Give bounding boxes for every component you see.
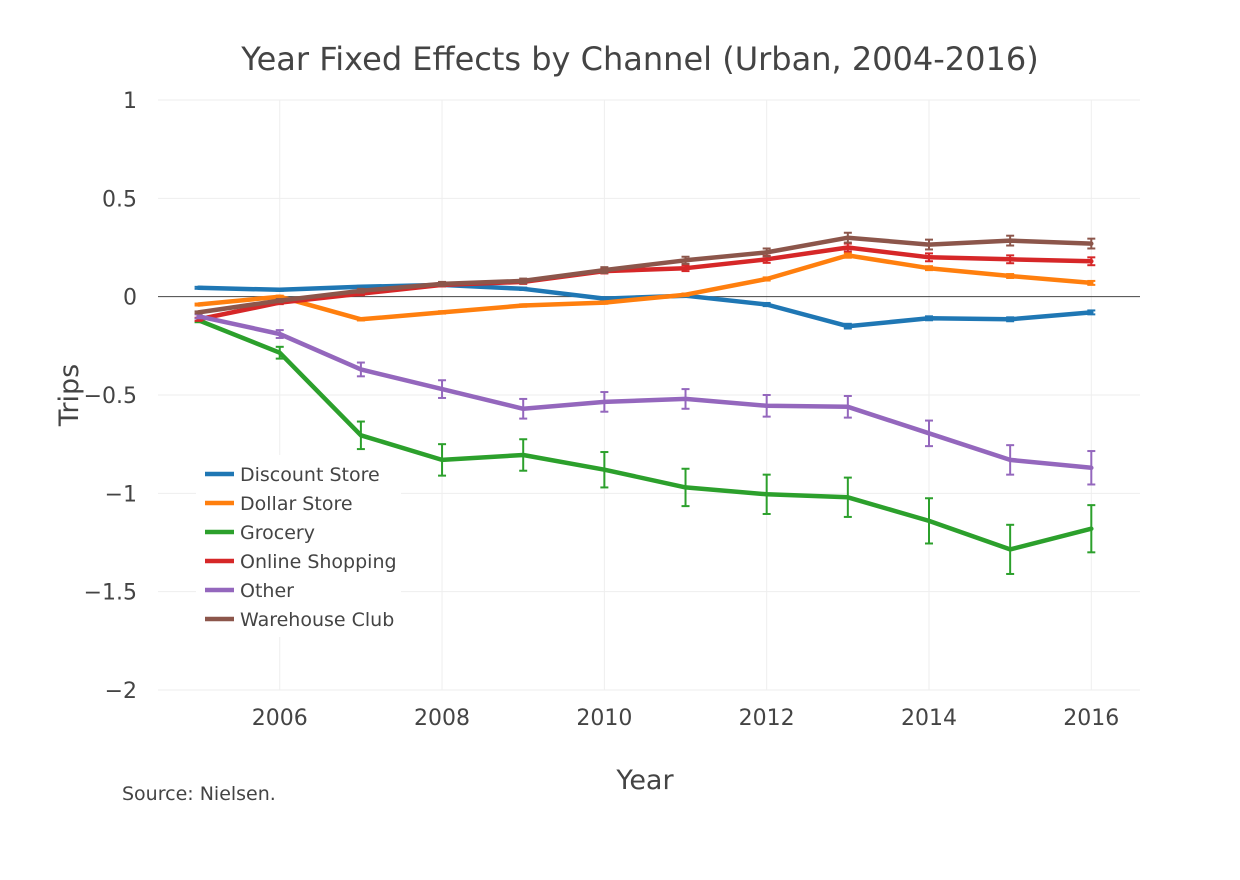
series-other: [194, 313, 1096, 486]
legend-label: Warehouse Club: [240, 609, 394, 631]
x-axis-ticks: 2006 2008 2010 2012 2014 2016: [252, 706, 1120, 731]
series-line: [196, 245, 1094, 322]
y-tick-label: −0.5: [84, 384, 137, 409]
x-tick-label: 2012: [739, 706, 795, 731]
series-dollar-store: [194, 252, 1096, 322]
legend-label: Dollar Store: [240, 493, 353, 515]
legend-label: Other: [240, 580, 294, 602]
y-tick-label: −1.5: [84, 581, 137, 606]
y-tick-label: 1: [123, 89, 137, 114]
x-tick-label: 2008: [414, 706, 470, 731]
series-line: [196, 235, 1094, 315]
series-line: [196, 253, 1094, 322]
x-axis-title: Year: [615, 765, 674, 796]
y-tick-label: −1: [105, 482, 137, 507]
x-tick-label: 2010: [576, 706, 632, 731]
series-group: [194, 231, 1096, 575]
legend: Discount Store Dollar Store Grocery Online …: [196, 455, 401, 637]
series-line: [196, 282, 1094, 329]
source-note: Source: Nielsen.: [122, 783, 276, 805]
chart-title: Year Fixed Effects by Channel (Urban, 20…: [240, 40, 1038, 78]
y-axis-title: Trips: [54, 364, 85, 427]
series-line: [196, 314, 1094, 471]
series-line: [196, 318, 1094, 552]
series-warehouse-club: [194, 231, 1096, 315]
y-tick-label: 0: [123, 286, 137, 311]
legend-label: Discount Store: [240, 464, 380, 486]
legend-background: [196, 455, 401, 637]
series-grocery: [194, 317, 1096, 575]
series-discount-store: [194, 282, 1096, 330]
y-tick-label: −2: [105, 679, 137, 704]
x-tick-label: 2014: [901, 706, 957, 731]
legend-label: Online Shopping: [240, 551, 397, 573]
x-tick-label: 2006: [252, 706, 308, 731]
x-tick-label: 2016: [1063, 706, 1119, 731]
legend-label: Grocery: [240, 522, 315, 544]
y-tick-label: 0.5: [102, 187, 137, 212]
y-axis-ticks: 1 0.5 0 −0.5 −1 −1.5 −2: [84, 89, 137, 704]
